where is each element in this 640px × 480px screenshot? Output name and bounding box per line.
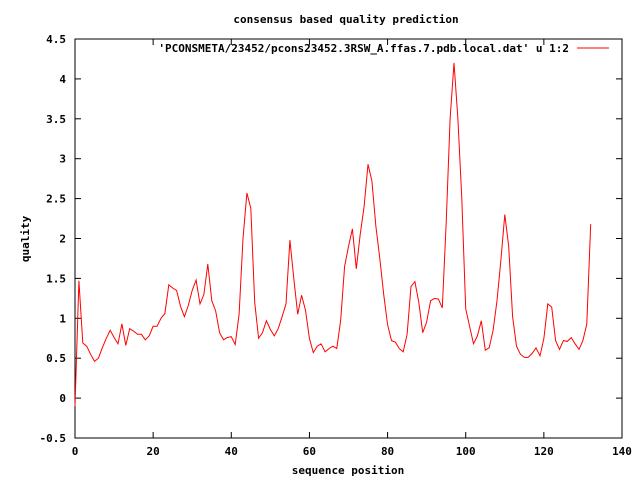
x-tick-label: 60 bbox=[303, 445, 316, 458]
x-tick-label: 40 bbox=[225, 445, 238, 458]
y-tick-label: 1 bbox=[59, 312, 66, 325]
x-axis-ticks: 0 20 40 60 80 100 120 140 bbox=[72, 39, 632, 458]
y-tick-label: 2 bbox=[59, 233, 66, 246]
y-tick-label: 3 bbox=[59, 153, 66, 166]
series-line bbox=[74, 62, 592, 407]
y-tick-label: 4.5 bbox=[46, 33, 66, 46]
plot-area bbox=[74, 38, 623, 439]
x-tick-label: 100 bbox=[456, 445, 476, 458]
y-tick-label: 4 bbox=[59, 73, 66, 86]
y-axis-ticks: -0.5 0 0.5 1 1.5 2 2.5 3 3.5 4 4.5 bbox=[40, 33, 622, 445]
x-tick-label: 120 bbox=[534, 445, 554, 458]
legend-entry-label: 'PCONSMETA/23452/pcons23452.3RSW_A.ffas.… bbox=[158, 42, 569, 55]
series-layer bbox=[74, 62, 592, 407]
y-axis-label: quality bbox=[19, 215, 32, 262]
y-tick-label: -0.5 bbox=[40, 432, 67, 445]
x-axis-label: sequence position bbox=[292, 464, 405, 477]
x-tick-label: 20 bbox=[147, 445, 160, 458]
y-tick-label: 1.5 bbox=[46, 272, 66, 285]
x-tick-label: 140 bbox=[612, 445, 632, 458]
x-tick-label: 0 bbox=[72, 445, 79, 458]
y-tick-label: 3.5 bbox=[46, 113, 66, 126]
chart-title: consensus based quality prediction bbox=[233, 13, 458, 26]
y-tick-label: 0 bbox=[59, 392, 66, 405]
y-tick-label: 0.5 bbox=[46, 352, 66, 365]
legend: 'PCONSMETA/23452/pcons23452.3RSW_A.ffas.… bbox=[158, 42, 609, 55]
y-tick-label: 2.5 bbox=[46, 193, 66, 206]
x-tick-label: 80 bbox=[381, 445, 394, 458]
